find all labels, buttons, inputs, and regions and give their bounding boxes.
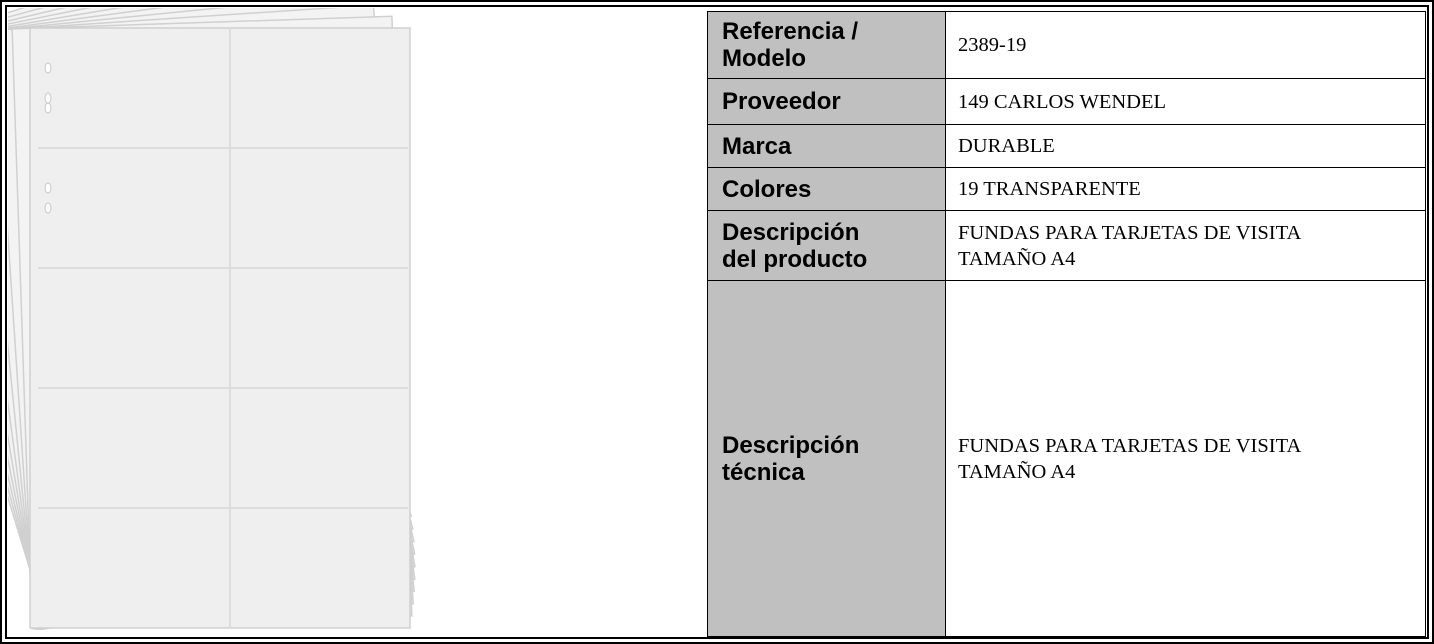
spec-row: Colores 19 TRANSPARENTE bbox=[707, 167, 1426, 211]
spec-label: Marca bbox=[707, 124, 946, 168]
punch-hole bbox=[44, 92, 52, 104]
sheet bbox=[29, 27, 411, 629]
spec-value: FUNDAS PARA TARJETAS DE VISITA TAMAÑO A4 bbox=[945, 210, 1426, 281]
spec-value: FUNDAS PARA TARJETAS DE VISITA TAMAÑO A4 bbox=[945, 280, 1426, 637]
spec-label: Colores bbox=[707, 167, 946, 211]
spec-value: DURABLE bbox=[945, 124, 1426, 168]
spec-label: Proveedor bbox=[707, 78, 946, 125]
spec-row: Descripción técnica FUNDAS PARA TARJETAS … bbox=[707, 280, 1426, 637]
spec-value: 149 CARLOS WENDEL bbox=[945, 78, 1426, 125]
product-photo bbox=[8, 8, 416, 631]
punch-hole bbox=[44, 182, 52, 194]
spec-label: Referencia / Modelo bbox=[707, 11, 946, 79]
spec-value: 2389-19 bbox=[945, 11, 1426, 79]
sheet-body bbox=[29, 27, 411, 629]
spec-label: Descripción del producto bbox=[707, 210, 946, 281]
sheets bbox=[8, 8, 416, 631]
spec-value: 19 TRANSPARENTE bbox=[945, 167, 1426, 211]
spec-label: Descripción técnica bbox=[707, 280, 946, 637]
spec-row: Referencia / Modelo 2389-19 bbox=[707, 11, 1426, 79]
spec-row: Proveedor 149 CARLOS WENDEL bbox=[707, 78, 1426, 125]
spec-row: Marca DURABLE bbox=[707, 124, 1426, 168]
punch-hole bbox=[44, 102, 52, 114]
punch-hole bbox=[44, 202, 52, 214]
punch-hole bbox=[44, 62, 52, 74]
spec-table: Referencia / Modelo 2389-19 Proveedor 149 C… bbox=[707, 11, 1426, 637]
spec-row: Descripción del producto FUNDAS PARA TARJ… bbox=[707, 210, 1426, 281]
